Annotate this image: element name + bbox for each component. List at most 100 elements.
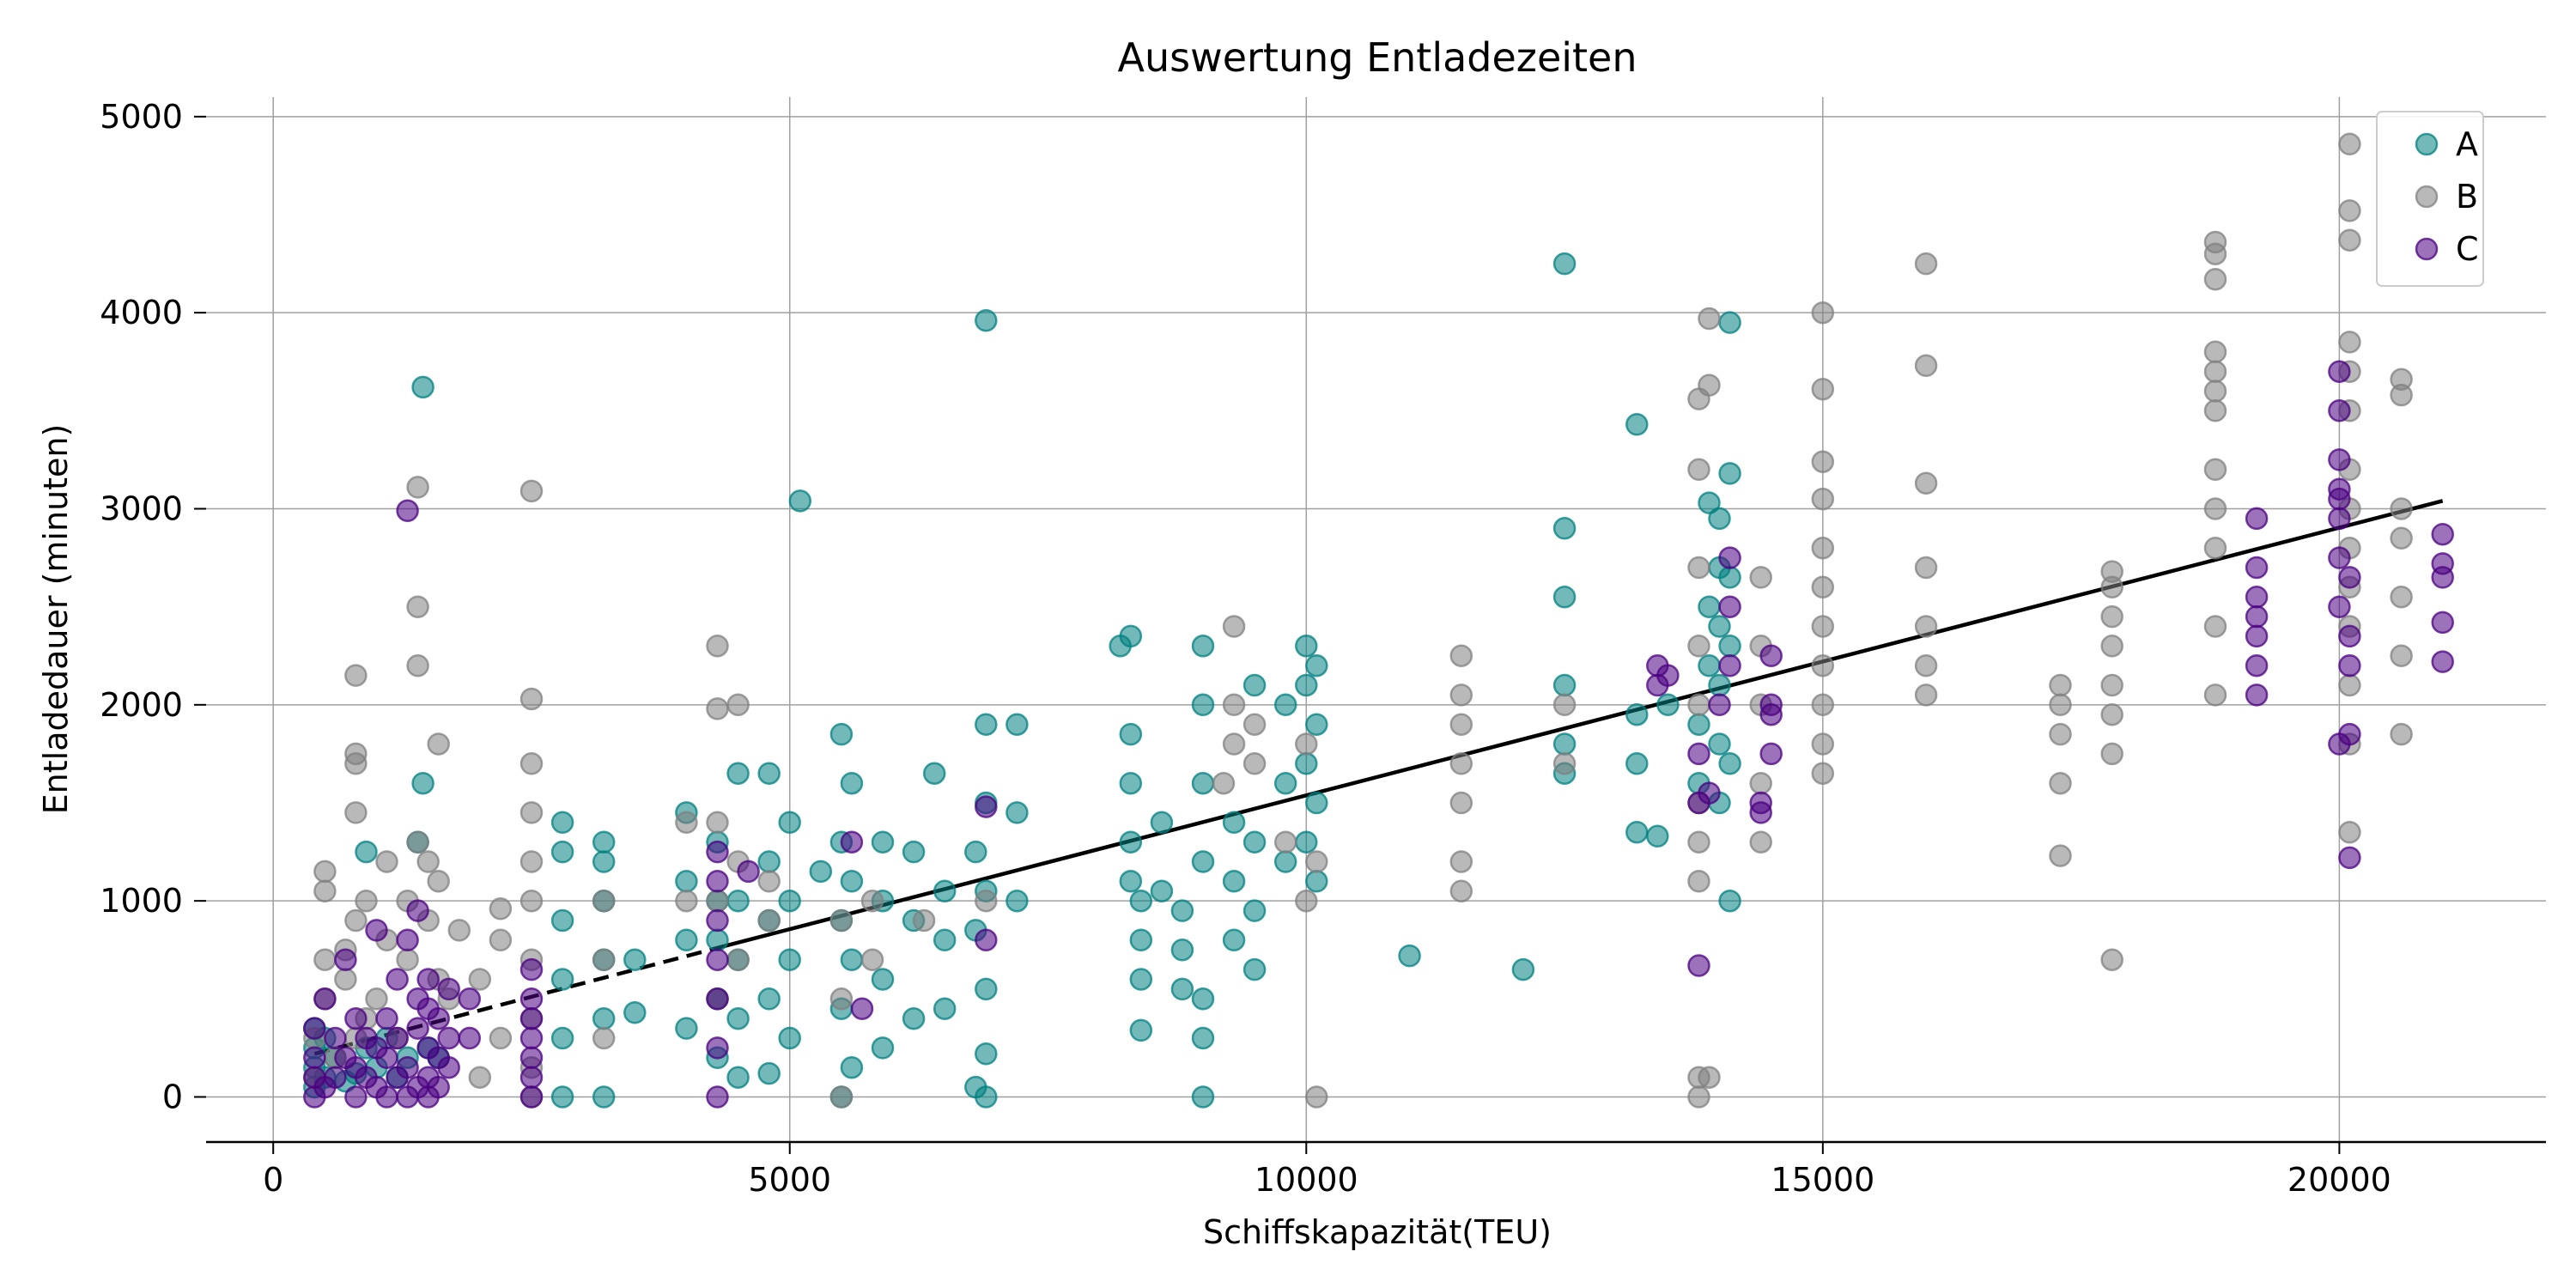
data-point-c bbox=[1687, 954, 1710, 977]
data-point-b bbox=[416, 850, 440, 873]
data-point-b bbox=[489, 897, 513, 920]
data-point-c bbox=[303, 1017, 326, 1040]
data-point-c bbox=[2245, 653, 2269, 677]
legend-label-a: A bbox=[2456, 125, 2478, 163]
data-point-c bbox=[344, 1085, 368, 1109]
data-point-c bbox=[344, 1006, 368, 1030]
y-axis-label: Entladedauer (minuten) bbox=[37, 424, 75, 815]
data-point-a bbox=[1005, 889, 1029, 913]
data-point-a bbox=[1170, 938, 1194, 962]
data-point-c bbox=[375, 1006, 398, 1030]
data-point-b bbox=[2390, 368, 2413, 392]
data-point-a bbox=[1119, 771, 1143, 795]
regression-line-dashed bbox=[313, 945, 719, 1056]
data-point-a bbox=[592, 1006, 616, 1030]
data-point-b bbox=[2203, 615, 2227, 638]
legend-marker-c bbox=[2415, 237, 2439, 261]
data-point-b bbox=[1222, 732, 1246, 756]
data-point-a bbox=[726, 1006, 750, 1030]
data-point-b bbox=[675, 811, 698, 835]
data-point-c bbox=[2338, 624, 2361, 648]
data-point-b bbox=[1295, 732, 1318, 756]
data-point-b bbox=[1914, 615, 1938, 638]
data-point-a bbox=[550, 968, 574, 991]
data-point-b bbox=[313, 860, 337, 884]
data-point-c bbox=[706, 948, 729, 971]
data-point-b bbox=[757, 870, 781, 893]
data-point-b bbox=[1811, 377, 1835, 401]
data-point-a bbox=[933, 997, 957, 1020]
data-point-c bbox=[1698, 781, 1721, 805]
data-point-a bbox=[1005, 713, 1029, 736]
data-point-b bbox=[344, 801, 368, 824]
data-point-a bbox=[933, 928, 957, 952]
data-point-a bbox=[411, 375, 434, 399]
data-point-a bbox=[411, 771, 434, 795]
data-point-a bbox=[840, 870, 864, 893]
data-point-b bbox=[2100, 560, 2123, 583]
data-point-c bbox=[2328, 546, 2351, 569]
data-point-a bbox=[1273, 850, 1297, 873]
data-point-a bbox=[964, 840, 987, 864]
data-point-a bbox=[1295, 673, 1318, 697]
data-point-b bbox=[2390, 644, 2413, 667]
data-point-b bbox=[2100, 673, 2123, 697]
data-point-a bbox=[757, 762, 781, 785]
data-point-c bbox=[2328, 477, 2351, 501]
data-point-b bbox=[1687, 556, 1710, 580]
data-point-b bbox=[1687, 458, 1710, 482]
data-point-c bbox=[850, 997, 874, 1020]
data-point-b bbox=[1273, 830, 1297, 854]
data-point-a bbox=[1708, 732, 1731, 756]
data-point-a bbox=[1718, 462, 1741, 485]
legend-label-c: C bbox=[2456, 230, 2479, 268]
data-point-a bbox=[871, 968, 895, 991]
data-point-a bbox=[1687, 713, 1710, 736]
data-point-b bbox=[519, 687, 544, 711]
data-point-a bbox=[550, 811, 574, 835]
data-point-b bbox=[1242, 713, 1267, 736]
data-point-c bbox=[406, 1017, 429, 1040]
data-point-c bbox=[386, 1026, 409, 1050]
data-point-c bbox=[365, 919, 388, 942]
data-point-c bbox=[519, 1026, 544, 1050]
data-point-b bbox=[2390, 585, 2413, 609]
data-point-b bbox=[1811, 450, 1835, 473]
data-point-a bbox=[778, 811, 801, 835]
regression-lines bbox=[313, 499, 2444, 1056]
data-point-c bbox=[2328, 595, 2351, 618]
data-point-b bbox=[1811, 653, 1835, 677]
data-point-c bbox=[375, 1085, 398, 1109]
data-point-c bbox=[2245, 585, 2269, 609]
y-tick-label: 0 bbox=[162, 1078, 183, 1115]
data-point-a bbox=[840, 1055, 864, 1079]
legend-marker-b bbox=[2415, 185, 2439, 209]
data-point-a bbox=[1295, 635, 1318, 658]
data-point-c bbox=[2245, 605, 2269, 629]
x-tick-label: 20000 bbox=[2287, 1161, 2391, 1199]
data-point-b bbox=[344, 908, 368, 933]
data-point-b bbox=[1811, 762, 1835, 785]
legend-marker-a bbox=[2415, 132, 2439, 156]
data-point-a bbox=[1150, 811, 1174, 835]
data-point-c bbox=[2431, 522, 2454, 546]
data-point-c bbox=[437, 1026, 460, 1050]
data-point-b bbox=[1914, 471, 1938, 495]
data-point-b bbox=[427, 732, 450, 756]
x-axis-label: Schiffskapazität(TEU) bbox=[1203, 1213, 1552, 1251]
data-point-a bbox=[922, 762, 946, 785]
data-point-b bbox=[2203, 683, 2227, 707]
data-point-c bbox=[2328, 399, 2351, 422]
data-point-a bbox=[871, 1036, 895, 1060]
data-point-b bbox=[2338, 820, 2361, 844]
y-tick-label: 1000 bbox=[100, 882, 183, 920]
data-point-a bbox=[623, 1001, 647, 1024]
data-point-a bbox=[829, 722, 854, 746]
data-point-b bbox=[1222, 693, 1246, 717]
data-point-b bbox=[313, 879, 337, 902]
data-point-a bbox=[902, 840, 926, 864]
data-point-c bbox=[324, 1026, 347, 1050]
x-tick-label: 5000 bbox=[748, 1161, 831, 1199]
data-point-b bbox=[2338, 673, 2361, 697]
data-point-b bbox=[344, 742, 368, 766]
